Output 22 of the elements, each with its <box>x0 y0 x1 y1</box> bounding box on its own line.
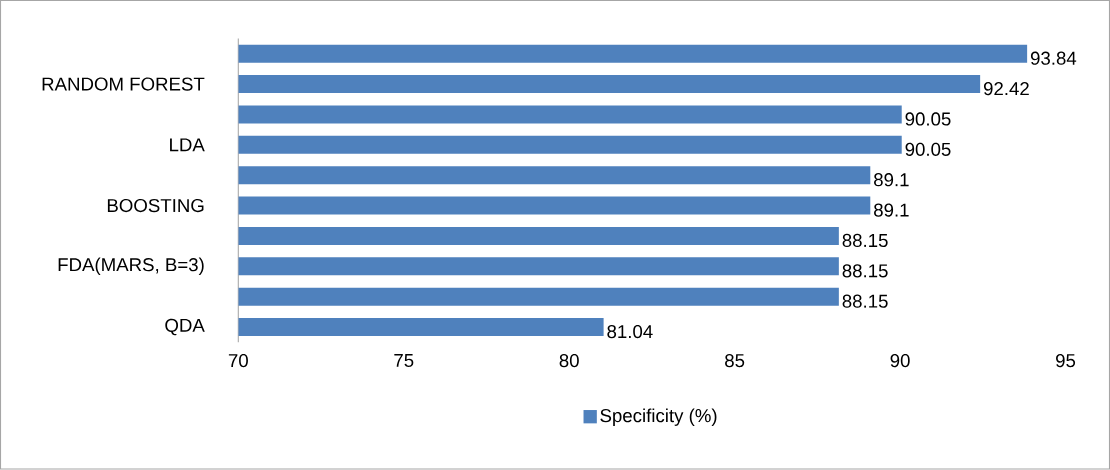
x-tick-label: 75 <box>394 354 414 368</box>
y-tick-label: RANDOM FOREST <box>42 77 205 91</box>
data-label: 90.05 <box>905 112 951 126</box>
x-tick-label: 90 <box>890 354 910 368</box>
y-tick-label: QDA <box>165 318 205 336</box>
data-label: 89.1 <box>874 203 909 217</box>
y-tick-label: LDA <box>170 138 205 152</box>
legend-label: Specificity (%) <box>600 408 717 427</box>
x-tick-label: 70 <box>228 354 248 368</box>
data-label: 93.84 <box>1030 51 1077 66</box>
data-label: 88.15 <box>842 294 888 308</box>
data-label: 89.1 <box>874 173 909 187</box>
data-label: 81.04 <box>607 325 653 339</box>
y-tick-label: FDA(MARS, B=3) <box>58 257 204 276</box>
data-label: 92.42 <box>983 82 1029 96</box>
x-tick-label: 85 <box>725 354 745 368</box>
data-label: 88.15 <box>842 234 888 248</box>
x-tick-label: 80 <box>559 354 579 368</box>
data-label: 88.15 <box>842 264 888 278</box>
y-tick-label: BOOSTING <box>107 199 204 213</box>
data-label: 90.05 <box>905 142 951 157</box>
x-tick-label: 95 <box>1056 354 1076 368</box>
